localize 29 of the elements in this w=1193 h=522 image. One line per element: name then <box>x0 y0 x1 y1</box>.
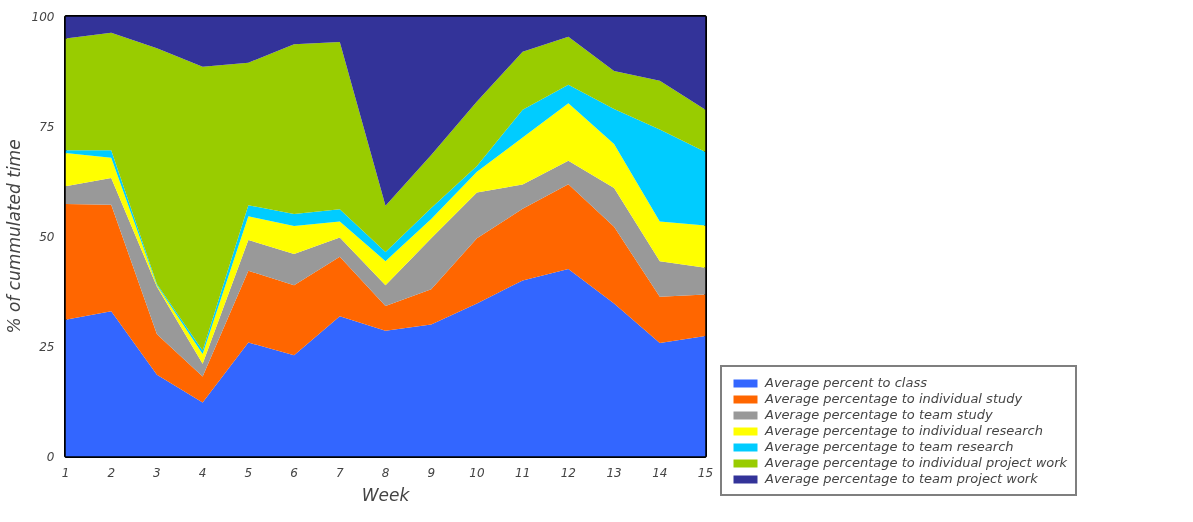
x-tick-label: 7 <box>335 465 344 480</box>
y-tick-label: 100 <box>31 10 55 24</box>
legend-label: Average percentage to team research <box>765 439 1014 454</box>
x-tick-label: 1 <box>61 465 70 480</box>
x-tick-label: 4 <box>198 465 207 480</box>
x-tick-label: 2 <box>107 465 116 480</box>
y-tick-label: 75 <box>39 120 55 134</box>
legend-label: Average percentage to individual research <box>765 423 1043 438</box>
x-tick-label: 3 <box>153 465 161 480</box>
legend-label: Average percentage to team study <box>765 407 993 422</box>
legend-label: Average percentage to individual project work <box>765 455 1068 470</box>
x-tick-label: 11 <box>515 465 531 480</box>
x-tick-label: 10 <box>469 465 485 480</box>
x-tick-label: 14 <box>652 465 668 480</box>
x-tick-label: 6 <box>290 465 299 480</box>
x-tick-label: 12 <box>560 465 576 480</box>
x-axis-title: Week <box>361 484 411 505</box>
y-axis-title: % of cummulated time <box>3 139 24 334</box>
y-tick-label: 0 <box>46 450 55 464</box>
x-tick-label: 15 <box>697 465 714 480</box>
x-tick-label: 8 <box>381 465 390 480</box>
x-tick-label: 9 <box>427 465 436 480</box>
legend-label: Average percent to class <box>765 375 927 390</box>
y-tick-label: 50 <box>39 230 55 244</box>
legend-label: Average percentage to team project work <box>765 471 1038 486</box>
x-tick-label: 5 <box>244 465 253 480</box>
legend-label: Average percentage to individual study <box>765 391 1023 406</box>
y-tick-label: 25 <box>39 340 55 354</box>
x-tick-label: 13 <box>606 465 622 480</box>
